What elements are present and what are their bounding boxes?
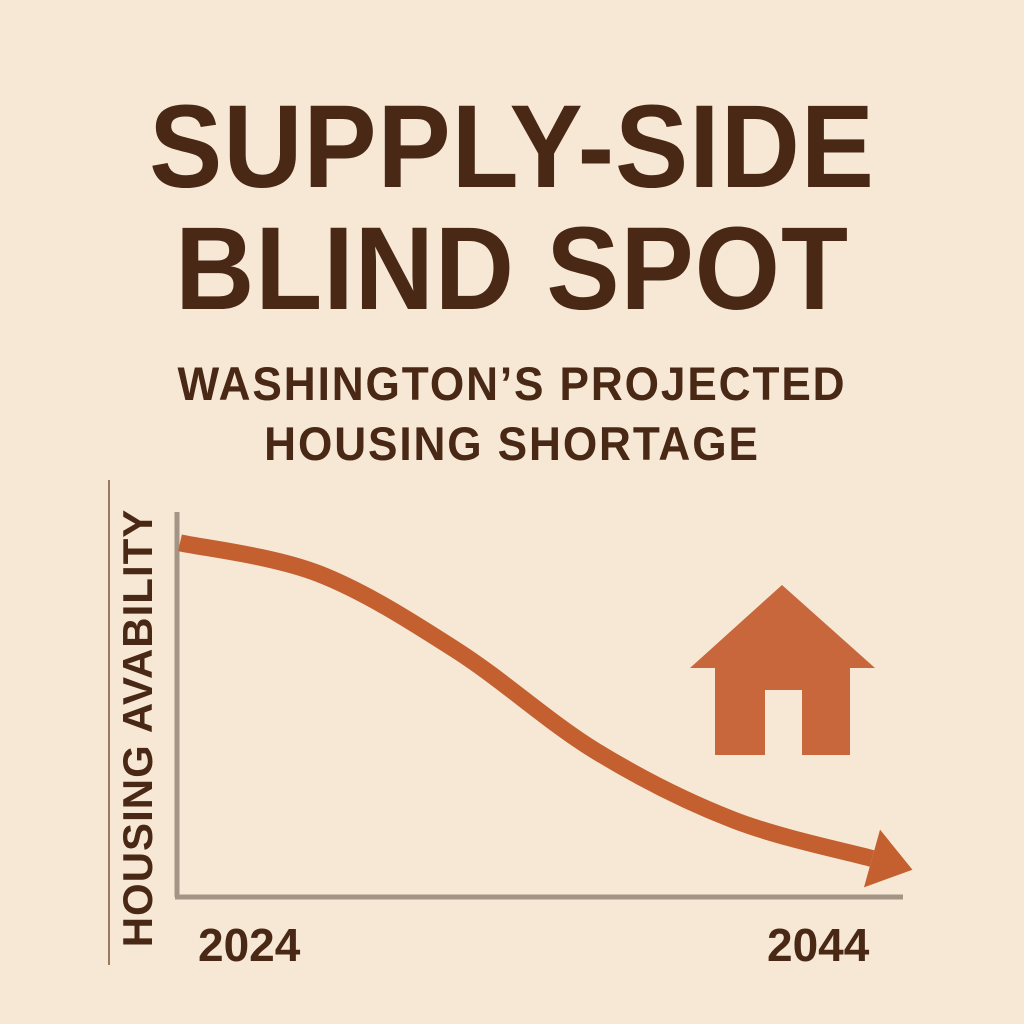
title-line-2: BLIND SPOT — [175, 203, 849, 335]
subtitle-line-2: HOUSING SHORTAGE — [264, 417, 760, 470]
y-axis-label: HOUSING AVABILITY — [114, 508, 161, 948]
arrow-head-icon — [863, 829, 913, 888]
x-tick-label-end: 2044 — [767, 919, 870, 971]
house-icon — [690, 585, 875, 755]
x-tick-label-start: 2024 — [198, 919, 301, 971]
title-line-1: SUPPLY-SIDE — [149, 81, 875, 213]
series-line — [178, 534, 875, 867]
subtitle-line-1: WASHINGTON’S PROJECTED — [177, 357, 847, 410]
